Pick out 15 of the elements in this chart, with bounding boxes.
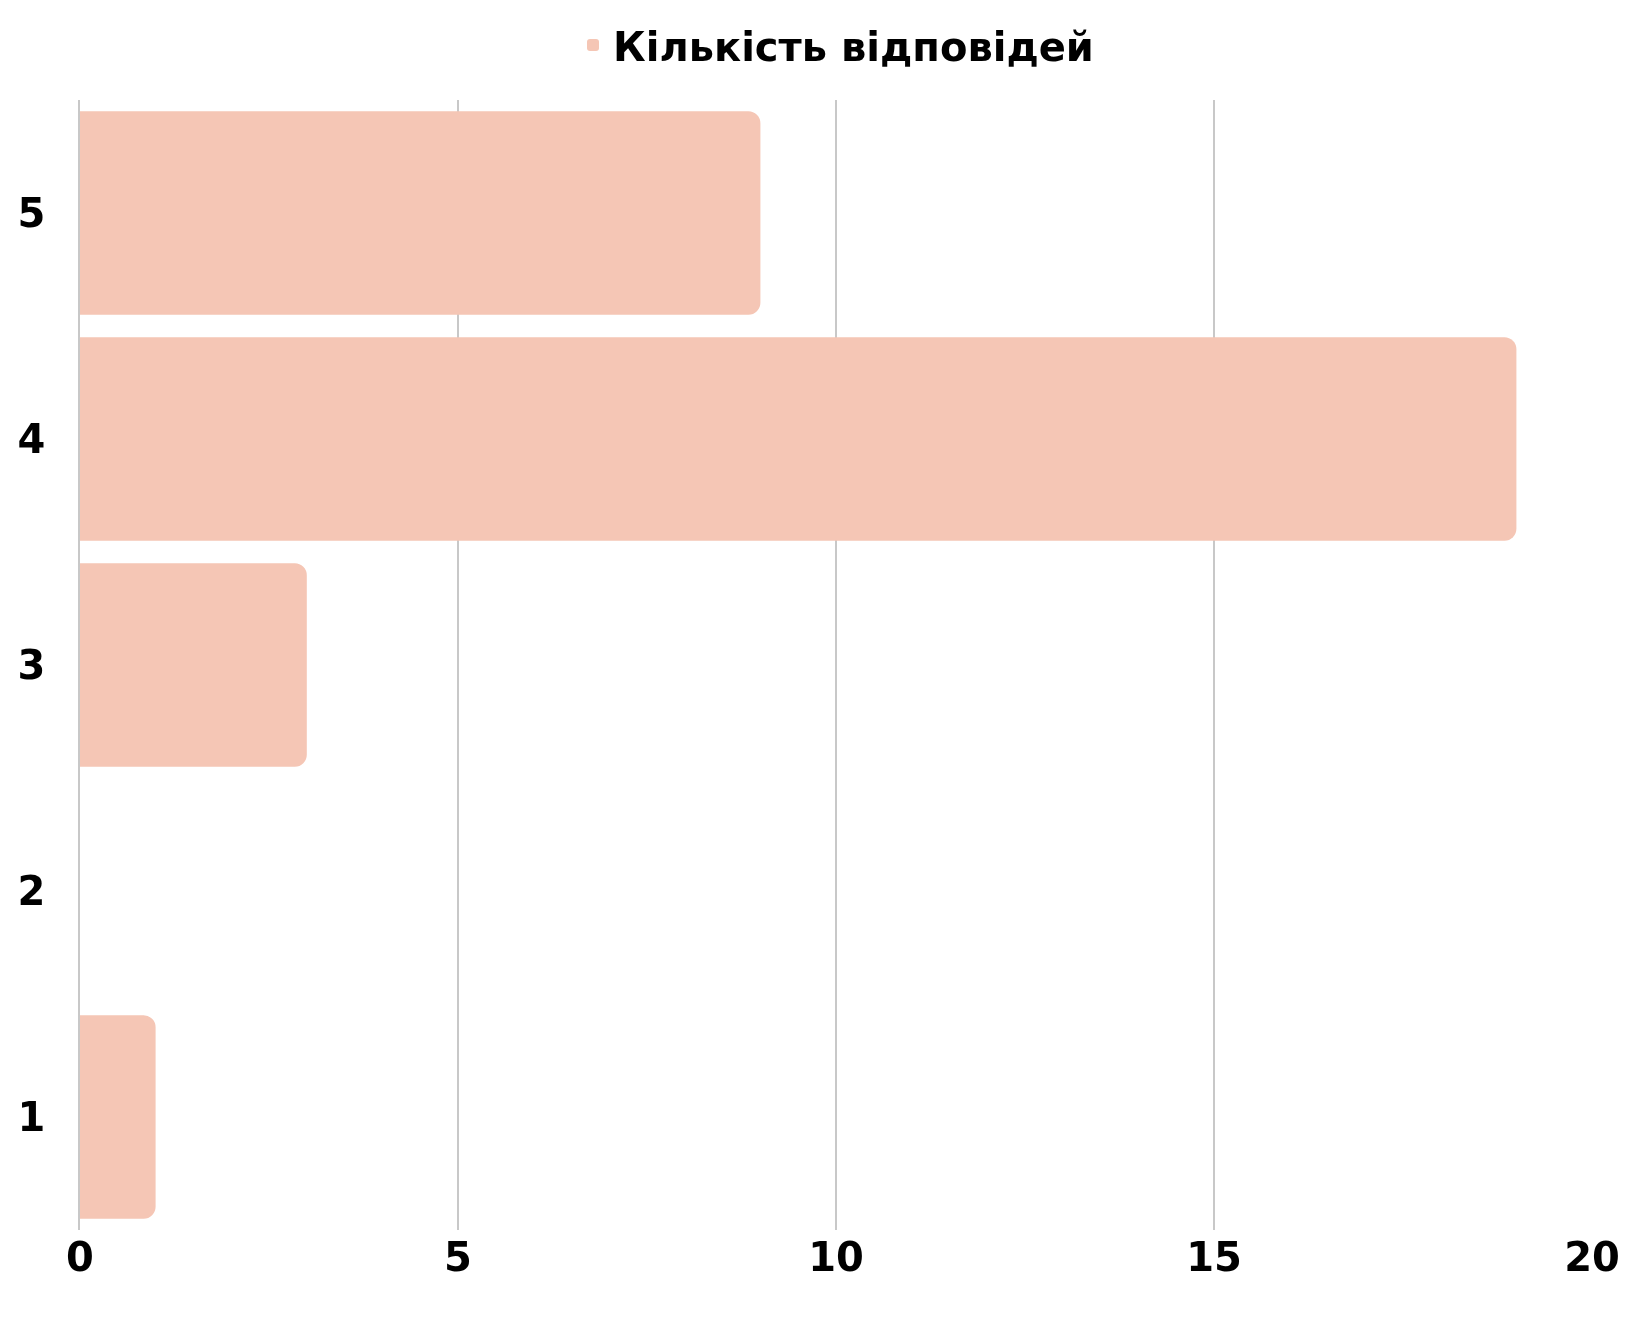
x-tick-label: 0: [66, 1234, 94, 1280]
y-tick-label: 4: [17, 416, 46, 462]
bar: [80, 111, 761, 315]
y-tick-label: 3: [17, 642, 46, 688]
bar: [80, 337, 1517, 541]
y-tick-label: 5: [17, 190, 46, 236]
x-tick-label: 10: [808, 1234, 864, 1280]
bar: [80, 1015, 156, 1219]
x-tick-label: 20: [1564, 1234, 1620, 1280]
legend-label: Кількість відповідей: [613, 23, 1094, 70]
x-tick-label: 5: [444, 1234, 472, 1280]
bar: [80, 563, 307, 767]
y-tick-label: 2: [17, 868, 46, 914]
y-tick-label: 1: [17, 1094, 46, 1140]
x-tick-label: 15: [1186, 1234, 1242, 1280]
